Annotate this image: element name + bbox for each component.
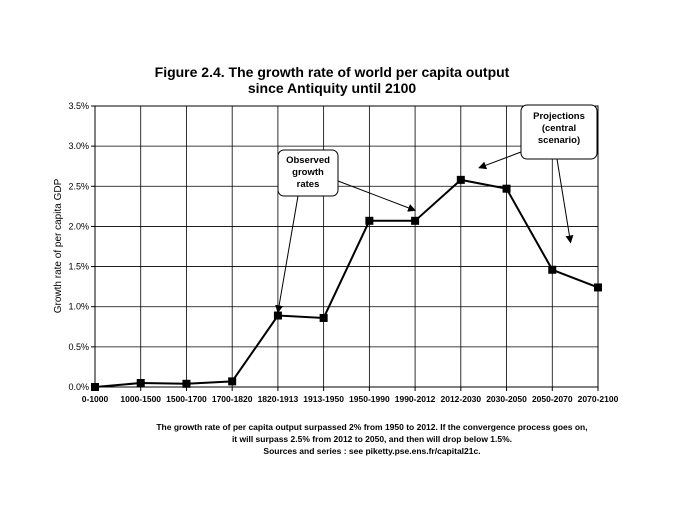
observed-arrow bbox=[337, 180, 417, 212]
y-axis-title: Growth rate of per capita GDP bbox=[53, 178, 64, 313]
series-line bbox=[94, 178, 599, 388]
data-point-marker bbox=[411, 216, 420, 225]
x-tick-label: 2070-2100 bbox=[578, 394, 619, 404]
data-point-marker bbox=[502, 184, 511, 193]
y-axis-tick-labels: 0.0% 0.5% 1.0% 1.5% 2.0% 2.5% 3.0% 3.5% bbox=[68, 101, 89, 392]
x-tick-label: 2030-2050 bbox=[486, 394, 527, 404]
caption-line-3: Sources and series : see piketty.pse.ens… bbox=[263, 446, 480, 456]
projections-arrow bbox=[478, 151, 522, 170]
data-point-marker bbox=[228, 377, 237, 386]
y-tick-label: 1.5% bbox=[68, 262, 89, 272]
observed-callout-line-3: rates bbox=[297, 179, 320, 190]
projections-callout-line-3: scenario) bbox=[538, 135, 580, 146]
x-tick-label: 2050-2070 bbox=[532, 394, 573, 404]
data-point-marker bbox=[273, 311, 282, 320]
y-tick-label: 0.0% bbox=[68, 382, 89, 392]
projections-callout-box bbox=[520, 104, 598, 160]
y-tick-label: 2.0% bbox=[68, 221, 89, 231]
y-tick-label: 2.5% bbox=[68, 181, 89, 191]
chart-title-line-1: Figure 2.4. The growth rate of world per… bbox=[155, 64, 510, 80]
data-point-marker bbox=[365, 216, 374, 225]
x-tick-label: 1950-1990 bbox=[349, 394, 390, 404]
x-tick-label: 1820-1913 bbox=[258, 394, 299, 404]
caption-line-1: The growth rate of per capita output sur… bbox=[156, 422, 587, 432]
y-tick-label: 0.5% bbox=[68, 342, 89, 352]
projections-callout-line-1: Projections bbox=[533, 111, 585, 122]
x-tick-label: 1700-1820 bbox=[212, 394, 253, 404]
chart-title-line-2: since Antiquity until 2100 bbox=[248, 80, 417, 96]
x-tick-label: 1990-2012 bbox=[395, 394, 436, 404]
plot-area-border bbox=[94, 105, 599, 388]
projections-callout-line-2: (central bbox=[542, 123, 576, 134]
data-point-marker bbox=[456, 175, 465, 184]
x-axis-tick-labels: 0-1000 1000-1500 1500-1700 1700-1820 1820-19… bbox=[82, 394, 619, 404]
x-tick-label: 0-1000 bbox=[82, 394, 109, 404]
observed-callout-line-1: Observed bbox=[286, 155, 330, 166]
data-point-marker bbox=[182, 379, 191, 388]
series-growth-rate bbox=[91, 175, 602, 391]
y-tick-label: 3.5% bbox=[68, 101, 89, 111]
x-tick-label: 2012-2030 bbox=[440, 394, 481, 404]
observed-callout-box bbox=[277, 149, 339, 197]
y-tick-label: 1.0% bbox=[68, 302, 89, 312]
x-tick-label: 1000-1500 bbox=[120, 394, 161, 404]
annotations: Observed growth rates Projections (centr… bbox=[275, 104, 598, 314]
data-point-marker bbox=[91, 383, 99, 391]
projections-arrow bbox=[556, 158, 574, 244]
caption-line-2: it will surpass 2.5% from 2012 to 2050, … bbox=[232, 434, 512, 444]
data-point-marker bbox=[136, 378, 145, 387]
data-point-marker bbox=[548, 265, 557, 274]
observed-callout-line-2: growth bbox=[292, 167, 324, 178]
x-tick-label: 1500-1700 bbox=[166, 394, 207, 404]
x-tick-label: 1913-1950 bbox=[303, 394, 344, 404]
y-tick-label: 3.0% bbox=[68, 141, 89, 151]
data-point-marker bbox=[319, 313, 328, 322]
observed-arrow bbox=[275, 195, 299, 314]
data-point-marker bbox=[594, 283, 602, 292]
